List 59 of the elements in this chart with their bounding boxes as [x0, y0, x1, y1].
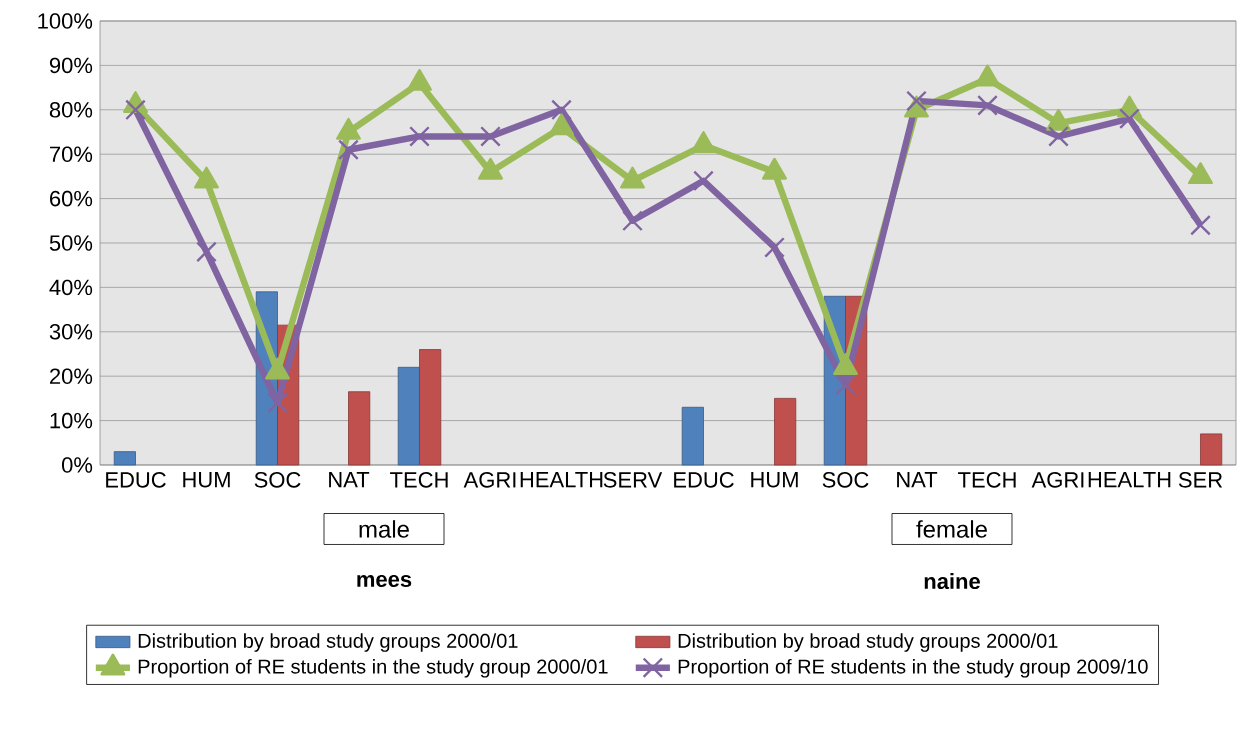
y-tick-label: 0%	[61, 457, 93, 473]
bar	[681, 406, 704, 466]
text: mees	[357, 574, 412, 588]
point	[267, 392, 288, 414]
x-tick-label: SER	[1178, 472, 1223, 488]
legend-label: Proportion of RE students in the study group 2009/10	[678, 658, 1148, 678]
y-tick-label: 10%	[50, 412, 93, 429]
x-tick-label: TECH	[390, 472, 448, 488]
bar	[419, 349, 442, 466]
point	[336, 117, 361, 140]
point	[1046, 108, 1071, 131]
x-tick-label: AGRI	[1031, 472, 1084, 488]
text: naine	[924, 572, 980, 590]
y-tick-label: 40%	[49, 279, 93, 296]
bar	[774, 397, 797, 466]
x-tick-label: SOC	[822, 472, 869, 488]
bar	[397, 366, 420, 466]
bar	[1200, 433, 1223, 466]
bar	[348, 391, 371, 466]
legend-label: Distribution by broad study groups 2000/01	[138, 633, 518, 652]
y-tick-label: 80%	[49, 102, 93, 118]
y-tick-label: 20%	[50, 368, 93, 384]
point	[762, 157, 787, 180]
x-tick-label: TECH	[958, 472, 1016, 488]
x-tick-label: HUM	[751, 472, 798, 488]
y-tick-label: 70%	[50, 146, 93, 162]
text: male	[359, 520, 409, 538]
x-tick-label: NAT	[329, 472, 370, 488]
y-tick-label: 30%	[49, 324, 93, 340]
x-tick-label: NAT	[897, 472, 938, 488]
point	[194, 166, 219, 189]
point	[975, 64, 1000, 87]
y-tick-label: 60%	[50, 190, 93, 207]
legend-label: Distribution by broad study groups 2000/01	[678, 633, 1058, 652]
point	[1188, 162, 1213, 185]
point	[620, 166, 645, 189]
point	[549, 113, 574, 136]
point	[196, 241, 217, 263]
y-tick-label: 50%	[49, 235, 93, 251]
x-tick-label: EDUC	[674, 472, 734, 488]
x-tick-label: HEALTH	[1088, 472, 1171, 488]
legend-label: Proportion of RE students in the study group 2000/01	[138, 658, 608, 678]
point	[478, 157, 503, 180]
point	[1190, 214, 1211, 236]
x-tick-label: SOC	[254, 472, 301, 488]
x-tick-label: AGRI	[463, 472, 516, 488]
bar	[113, 451, 136, 466]
x-tick-label: EDUC	[106, 472, 166, 488]
point	[835, 374, 856, 396]
y-tick-label: 100%	[38, 13, 93, 29]
point	[764, 237, 785, 258]
point	[691, 131, 716, 154]
point	[407, 68, 432, 91]
text: female	[916, 520, 987, 538]
x-tick-label: SERV	[603, 472, 663, 488]
point	[622, 210, 643, 232]
x-tick-label: HEALTH	[520, 472, 603, 488]
y-tick-label: 90%	[49, 57, 93, 74]
x-tick-label: HUM	[183, 472, 230, 488]
